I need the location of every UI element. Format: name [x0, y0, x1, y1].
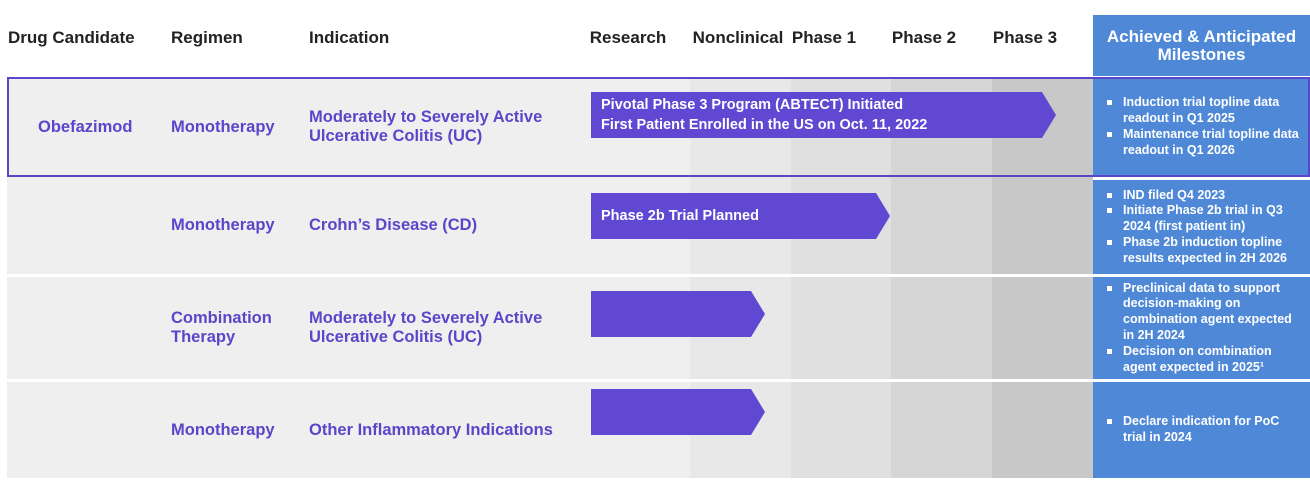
milestone-item: Preclinical data to support decision-mak… — [1105, 281, 1302, 344]
stage-column-phase-1 — [791, 77, 891, 478]
row-indication: Moderately to Severely Active Ulcerative… — [309, 309, 543, 346]
row-regimen: Monotherapy — [171, 420, 275, 439]
row-divider — [0, 274, 1310, 277]
progress-bar-uc-combo — [591, 291, 765, 337]
header-stage-phase-2: Phase 2 — [891, 28, 957, 47]
row-indication: Other Inflammatory Indications — [309, 420, 553, 439]
milestones-cell-cd: IND filed Q4 2023 Initiate Phase 2b tria… — [1093, 180, 1310, 274]
milestones-cell-other: Declare indication for PoC trial in 2024 — [1093, 382, 1310, 478]
milestone-item: IND filed Q4 2023 — [1105, 188, 1302, 204]
header-stage-nonclinical: Nonclinical — [692, 28, 784, 47]
progress-bar-other — [591, 389, 765, 435]
milestone-item: Initiate Phase 2b trial in Q3 2024 (firs… — [1105, 203, 1302, 235]
header-stage-phase-1: Phase 1 — [791, 28, 857, 47]
row-regimen: Monotherapy — [171, 216, 275, 234]
row-indication: Crohn’s Disease (CD) — [309, 216, 478, 234]
progress-bar-cd: Phase 2b Trial Planned — [591, 193, 890, 239]
bar-label: Pivotal Phase 3 Program (ABTECT) Initiat… — [601, 97, 904, 113]
progress-bar-uc-mono: Pivotal Phase 3 Program (ABTECT) Initiat… — [591, 92, 1056, 138]
bar-label: First Patient Enrolled in the US on Oct.… — [601, 117, 928, 133]
milestone-item: Decision on combination agent expected i… — [1105, 344, 1302, 376]
bar-label: Phase 2b Trial Planned — [601, 208, 759, 224]
milestones-cell-uc-mono: Induction trial topline data readout in … — [1093, 77, 1310, 177]
milestones-cell-uc-combo: Preclinical data to support decision-mak… — [1093, 277, 1310, 379]
stage-column-phase-3 — [992, 77, 1093, 478]
header-indication: Indication — [309, 28, 390, 47]
header-stage-phase-3: Phase 3 — [992, 28, 1058, 47]
row-regimen: Monotherapy — [171, 117, 275, 136]
drug-candidate-name: Obefazimod — [38, 117, 133, 136]
milestone-item: Declare indication for PoC trial in 2024 — [1105, 414, 1302, 446]
row-divider — [0, 379, 1310, 382]
row-regimen: Combination Therapy — [171, 309, 272, 346]
header-stage-research: Research — [589, 28, 667, 47]
milestone-item: Phase 2b induction topline results expec… — [1105, 235, 1302, 267]
milestone-item: Maintenance trial topline data readout i… — [1105, 127, 1302, 159]
header-drug-candidate: Drug Candidate — [8, 28, 135, 47]
stage-column-phase-2 — [891, 77, 992, 478]
header-milestones: Achieved & Anticipated Milestones — [1093, 15, 1310, 76]
row-indication: Moderately to Severely Active Ulcerative… — [309, 108, 543, 145]
milestone-item: Induction trial topline data readout in … — [1105, 95, 1302, 127]
header-regimen: Regimen — [171, 28, 243, 47]
